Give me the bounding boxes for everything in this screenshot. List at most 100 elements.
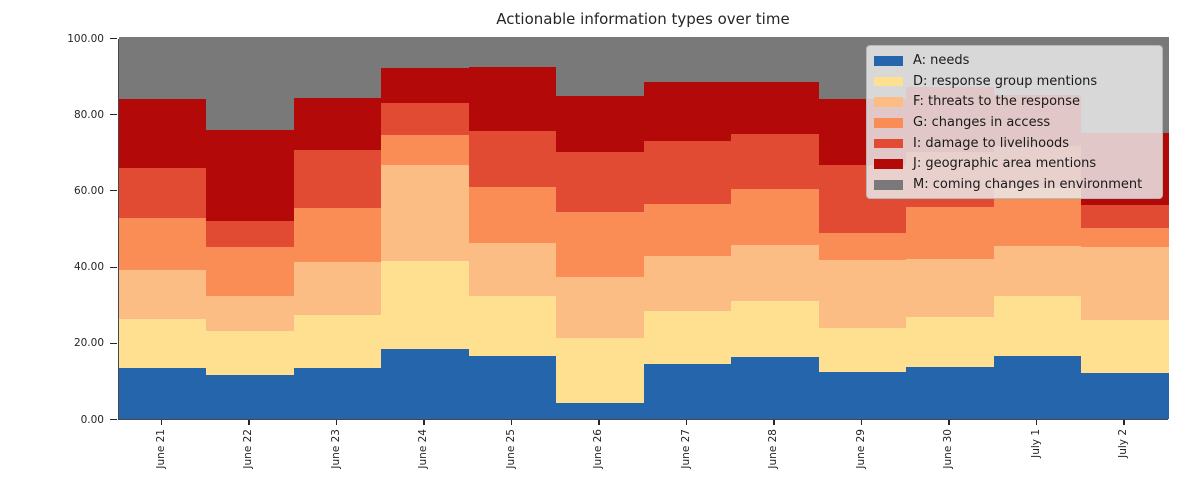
band-D-june-25 <box>468 295 557 356</box>
band-F-july-1 <box>993 245 1082 296</box>
band-G-june-30 <box>906 206 995 259</box>
band-G-june-28 <box>731 188 820 246</box>
x-tick-mark <box>160 419 163 425</box>
band-I-june-21 <box>118 167 207 218</box>
legend-swatch-icon <box>874 180 903 190</box>
band-I-june-23 <box>293 149 382 209</box>
band-D-june-21 <box>118 318 207 369</box>
band-J-june-26 <box>556 95 645 153</box>
y-tick-mark <box>110 342 117 344</box>
band-D-july-2 <box>1081 319 1170 374</box>
band-I-june-24 <box>381 102 470 135</box>
band-M-june-24 <box>381 37 470 69</box>
band-A-june-29 <box>818 371 907 419</box>
x-tick-mark <box>773 419 775 425</box>
legend-label: M: coming changes in environment <box>913 177 1143 193</box>
legend-swatch-icon <box>874 118 903 128</box>
band-F-june-29 <box>818 259 907 329</box>
band-F-june-27 <box>643 255 732 311</box>
band-D-june-23 <box>293 314 382 368</box>
y-tick-mark <box>110 114 117 116</box>
band-M-june-25 <box>468 37 557 67</box>
band-D-june-22 <box>206 330 295 375</box>
band-G-july-2 <box>1081 227 1170 247</box>
band-M-june-27 <box>643 37 732 83</box>
band-A-june-22 <box>206 374 295 419</box>
band-A-june-30 <box>906 366 995 419</box>
x-tick-label: June 22 <box>242 429 255 469</box>
band-J-june-22 <box>206 129 295 221</box>
legend-item: G: changes in access <box>874 116 1152 130</box>
band-A-june-28 <box>731 356 820 419</box>
legend-item: J: geographic area mentions <box>874 157 1152 171</box>
y-tick-mark <box>110 418 117 421</box>
band-F-june-26 <box>556 276 645 338</box>
band-F-june-28 <box>731 244 820 302</box>
band-G-june-24 <box>381 134 470 166</box>
y-tick-label: 60.00 <box>73 184 104 197</box>
y-tick-label: 40.00 <box>73 261 104 274</box>
legend-item: M: coming changes in environment <box>874 178 1152 192</box>
band-D-june-29 <box>818 327 907 372</box>
band-A-july-1 <box>993 355 1082 419</box>
x-tick-label: June 29 <box>854 429 867 469</box>
x-tick-mark <box>948 419 950 425</box>
band-F-june-23 <box>293 261 382 315</box>
band-D-june-28 <box>731 300 820 358</box>
band-A-june-25 <box>468 355 557 419</box>
band-J-june-21 <box>118 98 207 168</box>
band-I-june-26 <box>556 151 645 212</box>
band-A-july-2 <box>1081 372 1170 419</box>
band-F-june-30 <box>906 258 995 318</box>
band-F-july-2 <box>1081 246 1170 320</box>
band-M-june-21 <box>118 37 207 100</box>
x-tick-mark <box>1123 419 1125 425</box>
band-I-june-22 <box>206 220 295 248</box>
band-D-june-26 <box>556 337 645 403</box>
legend-item: I: damage to livelihoods <box>874 137 1152 151</box>
band-D-june-30 <box>906 316 995 367</box>
band-A-june-26 <box>556 402 645 419</box>
band-F-june-21 <box>118 269 207 319</box>
band-F-june-24 <box>381 164 470 262</box>
x-tick-label: June 24 <box>417 429 430 469</box>
band-A-june-23 <box>293 367 382 419</box>
y-tick-mark <box>110 37 117 40</box>
x-tick-label: June 21 <box>154 429 167 469</box>
band-G-june-23 <box>293 207 382 263</box>
band-M-june-28 <box>731 37 820 82</box>
y-tick-label: 20.00 <box>73 337 104 350</box>
band-I-june-27 <box>643 140 732 205</box>
y-tick-label: 100.00 <box>67 32 104 45</box>
x-tick-mark <box>423 419 425 425</box>
legend-label: I: damage to livelihoods <box>913 135 1070 151</box>
legend-swatch-icon <box>874 56 903 66</box>
x-tick-label: June 23 <box>329 429 342 469</box>
band-M-june-26 <box>556 37 645 96</box>
x-tick-label: June 30 <box>942 429 955 469</box>
y-tick-label: 0.00 <box>80 413 104 426</box>
legend-swatch-icon <box>874 138 903 149</box>
band-D-june-24 <box>381 260 470 350</box>
legend-label: G: changes in access <box>913 115 1051 131</box>
legend-item: F: threats to the response <box>874 95 1152 109</box>
legend-label: J: geographic area mentions <box>913 156 1097 172</box>
x-tick-label: June 27 <box>679 429 692 469</box>
band-G-june-27 <box>643 203 732 256</box>
band-A-june-27 <box>643 363 732 419</box>
legend: A: needs D: response group mentions F: thr… <box>866 45 1163 199</box>
y-tick-mark <box>110 266 117 268</box>
band-J-june-28 <box>731 81 820 135</box>
band-G-june-26 <box>556 211 645 278</box>
legend-label: F: threats to the response <box>913 94 1081 110</box>
legend-swatch-icon <box>874 159 903 169</box>
y-tick-mark <box>110 190 117 192</box>
legend-label: A: needs <box>913 53 970 68</box>
x-tick-mark <box>510 419 513 425</box>
band-J-june-27 <box>643 81 732 142</box>
x-tick-mark <box>335 419 338 425</box>
x-tick-mark <box>685 419 688 425</box>
x-tick-mark <box>860 419 863 425</box>
band-I-june-28 <box>731 133 820 190</box>
